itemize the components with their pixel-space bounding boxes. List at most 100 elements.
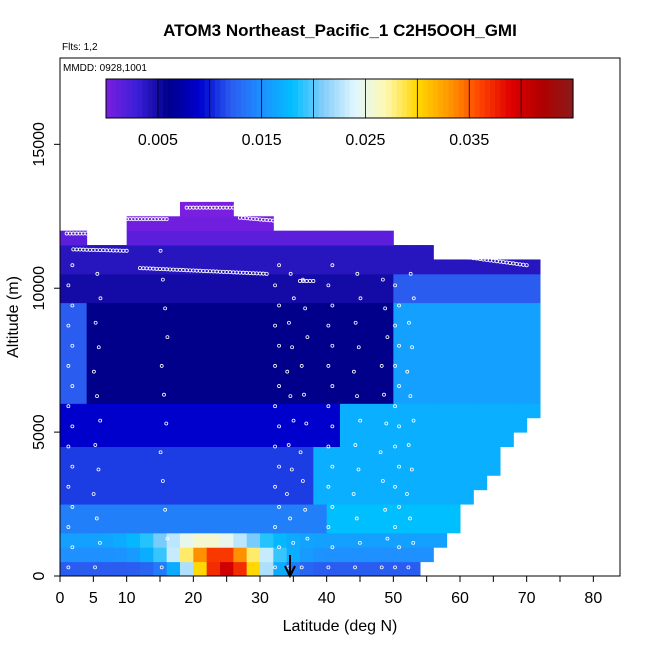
heatmap-cell: [126, 460, 141, 476]
track-point: [277, 303, 281, 308]
dates-label: MMDD: 0928,1001: [63, 63, 147, 74]
heatmap-cell: [286, 317, 301, 332]
heatmap-cell: [313, 273, 328, 289]
heatmap-cell: [366, 331, 381, 347]
heatmap-cell: [60, 245, 74, 260]
colorbar-segment: [510, 79, 517, 118]
heatmap-cell: [353, 317, 368, 332]
heatmap-cell: [513, 273, 528, 289]
track-point: [70, 424, 75, 429]
heatmap-cell: [353, 259, 368, 275]
heatmap-cell: [486, 345, 501, 361]
heatmap-cell: [260, 388, 274, 404]
heatmap-cell: [180, 432, 194, 447]
heatmap-cell: [153, 489, 168, 505]
track-point: [302, 392, 306, 397]
heatmap-cell: [473, 417, 488, 433]
heatmap-cell: [393, 432, 408, 447]
colorbar-segment: [360, 79, 367, 118]
heatmap-cell: [273, 288, 288, 304]
chart-title: ATOM3 Northeast_Pacific_1 C2H5OOH_GMI: [163, 21, 517, 40]
heatmap-cell: [60, 288, 74, 304]
x-tick-label: 40: [318, 590, 336, 607]
heatmap-cell: [166, 245, 181, 260]
heatmap-cell: [233, 417, 248, 433]
heatmap-cell: [126, 302, 141, 318]
track-point: [277, 545, 281, 550]
track-point: [96, 467, 101, 472]
heatmap-cell: [113, 547, 128, 563]
track-point: [397, 545, 401, 550]
colorbar-segment: [505, 79, 512, 118]
heatmap-cell: [486, 273, 501, 289]
heatmap-cell: [180, 561, 194, 577]
track-point: [385, 536, 390, 541]
heatmap-cell: [340, 547, 354, 563]
heatmap-cell: [193, 504, 208, 519]
heatmap-cell: [113, 446, 128, 462]
heatmap-cell: [233, 446, 248, 462]
x-tick-label: 70: [518, 590, 536, 607]
heatmap-cell: [100, 518, 114, 534]
heatmap-cell: [420, 489, 434, 505]
colorbar-segment: [458, 79, 465, 118]
heatmap-cell: [166, 259, 181, 275]
colorbar-segment: [464, 79, 470, 118]
heatmap-cell: [206, 331, 221, 347]
heatmap-cell: [86, 360, 101, 376]
heatmap-cell: [73, 417, 88, 433]
heatmap-cell: [100, 374, 114, 390]
heatmap-cell: [286, 432, 301, 447]
heatmap-cell: [513, 288, 528, 304]
heatmap-cell: [166, 547, 181, 563]
track-point: [287, 320, 291, 325]
heatmap-cell: [380, 446, 394, 462]
track-point: [454, 253, 459, 258]
heatmap-cell: [153, 360, 168, 376]
heatmap-cell: [153, 259, 168, 275]
heatmap-cell: [326, 331, 341, 347]
heatmap-cell: [460, 432, 474, 447]
heatmap-cell: [180, 547, 194, 563]
track-point: [96, 345, 101, 350]
heatmap-cell: [313, 446, 328, 462]
heatmap-cell: [246, 561, 261, 577]
heatmap-cell: [420, 432, 434, 447]
heatmap-cell: [340, 259, 354, 275]
heatmap-cell: [246, 446, 261, 462]
heatmap-cell: [406, 518, 421, 534]
track-point: [66, 283, 71, 288]
heatmap-cell: [100, 403, 114, 419]
heatmap-cell: [446, 360, 461, 376]
heatmap-cell: [246, 532, 261, 548]
heatmap-cell: [220, 504, 234, 519]
colorbar-segment: [106, 79, 112, 118]
heatmap-cell: [513, 403, 528, 419]
heatmap-cell: [206, 288, 221, 304]
heatmap-cell: [73, 288, 88, 304]
heatmap-cell: [380, 403, 394, 419]
heatmap-cell: [326, 532, 341, 548]
colorbar-segment: [131, 79, 138, 118]
heatmap-cell: [193, 245, 208, 260]
colorbar-segment: [417, 79, 424, 118]
heatmap-cell: [206, 259, 221, 275]
heatmap-cell: [100, 388, 114, 404]
colorbar-segment: [168, 79, 175, 118]
heatmap-cell: [353, 547, 368, 563]
heatmap-cell: [166, 331, 181, 347]
colorbar-segment: [500, 79, 507, 118]
heatmap-cell: [193, 446, 208, 462]
heatmap-cell: [246, 331, 261, 347]
colorbar-segment: [495, 79, 501, 118]
heatmap-cell: [206, 245, 221, 260]
track-point: [273, 525, 277, 529]
heatmap-cell: [340, 475, 354, 491]
heatmap-cell: [113, 532, 128, 548]
track-point: [464, 255, 469, 260]
heatmap-cell: [473, 475, 488, 491]
heatmap-cell: [500, 417, 514, 433]
colorbar-segment: [121, 79, 128, 118]
heatmap-cell: [446, 388, 461, 404]
heatmap-cell: [433, 331, 448, 347]
